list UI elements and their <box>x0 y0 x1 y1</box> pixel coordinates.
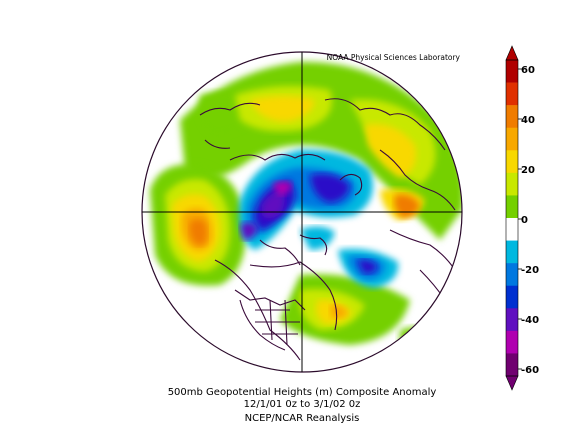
colorbar-segment <box>506 127 518 151</box>
colorbar-tick-label: 60 <box>521 65 535 76</box>
colorbar-segment <box>506 60 518 83</box>
colorbar-outline <box>505 59 519 377</box>
colorbar-tick-label: -20 <box>521 265 539 276</box>
colorbar-segment <box>506 195 518 219</box>
colorbar-segment <box>506 82 518 106</box>
colorbar-tick-label: 40 <box>521 115 535 126</box>
colorbar-tick-label: -60 <box>521 365 539 376</box>
colorbar-segment <box>506 218 518 241</box>
caption-line-2: 12/1/01 0z to 3/1/02 0z <box>244 399 361 410</box>
colorbar-segment <box>506 172 518 196</box>
colorbar-top-arrow <box>505 45 519 61</box>
caption-line-1: 500mb Geopotential Heights (m) Composite… <box>168 387 437 398</box>
colorbar-tick-label: 0 <box>521 215 528 226</box>
colorbar-segment <box>506 308 518 332</box>
credit-text: NOAA Physical Sciences Laboratory <box>327 53 461 62</box>
caption-line-3: NCEP/NCAR Reanalysis <box>245 413 360 424</box>
colorbar-segment <box>506 263 518 287</box>
colorbar-segment <box>506 285 518 309</box>
colorbar: 60 40 20 0 -20 -40 -60 <box>505 45 539 391</box>
colorbar-segment <box>506 105 518 129</box>
colorbar-segment <box>506 240 518 264</box>
polar-map <box>141 51 463 373</box>
colorbar-tick-label: 20 <box>521 165 535 176</box>
colorbar-segment <box>506 330 518 354</box>
colorbar-tick-label: -40 <box>521 315 539 326</box>
colorbar-segment <box>506 150 518 174</box>
colorbar-segment <box>506 353 518 377</box>
colorbar-bottom-arrow <box>505 375 519 391</box>
